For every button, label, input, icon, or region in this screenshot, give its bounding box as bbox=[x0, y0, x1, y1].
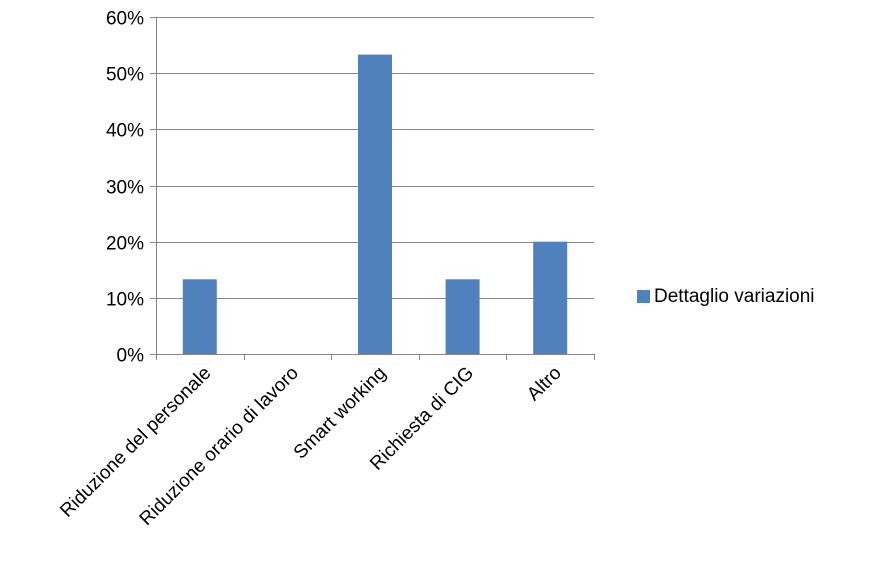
y-tick-label: 20% bbox=[106, 234, 144, 255]
axes bbox=[150, 17, 595, 360]
y-tick-label: 30% bbox=[106, 178, 144, 199]
category-label-5: Altro bbox=[523, 363, 565, 405]
y-tick-label: 60% bbox=[106, 9, 144, 30]
y-tick-label: 0% bbox=[117, 346, 145, 367]
category-label-1: Riduzione del personale bbox=[56, 363, 215, 522]
bar-1 bbox=[182, 279, 217, 354]
legend-swatch bbox=[637, 290, 650, 303]
bar-4 bbox=[445, 279, 480, 354]
bar-5 bbox=[533, 241, 568, 354]
legend-label: Dettaglio variazioni bbox=[654, 286, 815, 307]
legend: Dettaglio variazioni bbox=[637, 286, 815, 307]
bars bbox=[182, 54, 568, 355]
y-tick-labels: 0% 10% 20% 30% 40% 50% 60% bbox=[106, 9, 144, 367]
y-tick-label: 50% bbox=[106, 65, 144, 86]
y-tick-label: 40% bbox=[106, 121, 144, 142]
bar-3 bbox=[358, 54, 392, 355]
y-tick-label: 10% bbox=[106, 290, 144, 311]
category-label-2: Riduzione orario di lavoro bbox=[136, 363, 303, 530]
category-label-3: Smart working bbox=[290, 363, 391, 464]
